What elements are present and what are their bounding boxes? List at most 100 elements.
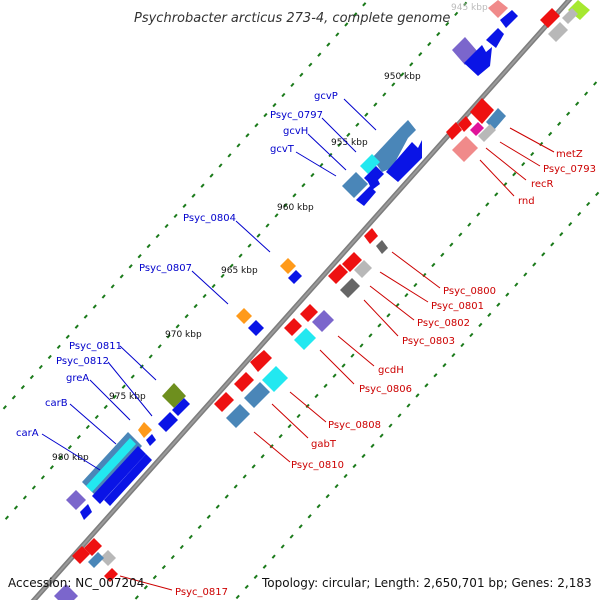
gene-rnd-2[interactable] <box>446 122 462 140</box>
label-metZ[interactable]: metZ <box>509 127 583 160</box>
gene-gcvT[interactable] <box>342 172 368 198</box>
tick-dot <box>49 465 54 470</box>
gene-gabT[interactable] <box>244 382 270 408</box>
label-recR[interactable]: recR <box>485 147 554 190</box>
gene-Psyc_0807-blue[interactable] <box>248 320 264 336</box>
gene-rnd[interactable] <box>452 136 478 162</box>
gene-bottom-purple[interactable] <box>54 584 78 600</box>
gene-carA[interactable] <box>66 490 86 510</box>
label-rnd[interactable]: rnd <box>479 159 535 207</box>
gene-greA[interactable] <box>138 422 152 438</box>
label-Psyc_0802[interactable]: Psyc_0802 <box>369 285 470 329</box>
gene-bottom-gray[interactable] <box>100 550 116 566</box>
tick-dot <box>130 374 135 379</box>
gene-Psyc_0806-red[interactable] <box>284 318 302 336</box>
gene-Psyc_0801[interactable] <box>354 260 372 278</box>
gene-bottom-red-1[interactable] <box>84 538 102 556</box>
label-Psyc_0808[interactable]: Psyc_0808 <box>289 391 381 431</box>
gene-carA-small[interactable] <box>80 504 92 520</box>
tick-dot <box>211 283 216 289</box>
gene-Psyc_0801-red[interactable] <box>342 252 362 272</box>
gene-Psyc_0793[interactable] <box>470 122 484 136</box>
gene-carA-blue[interactable] <box>92 446 146 504</box>
gene-carB-cyan[interactable] <box>86 438 136 492</box>
gene-carA-blue-2[interactable] <box>104 454 152 506</box>
label-Psyc_0793[interactable]: Psyc_0793 <box>499 141 596 175</box>
label-gcvT[interactable]: gcvT <box>270 144 337 177</box>
label-greA[interactable]: greA <box>66 373 131 421</box>
label-gcvH[interactable]: gcvH <box>283 126 347 171</box>
label-Psyc_0810[interactable]: Psyc_0810 <box>253 431 344 471</box>
label-gabT[interactable]: gabT <box>271 403 337 450</box>
gene-top-right-lime[interactable] <box>568 0 590 20</box>
gene-bottom-blue[interactable] <box>88 552 104 568</box>
gene-Psyc_0803[interactable] <box>340 278 360 298</box>
tick-dot <box>227 153 232 158</box>
gene-greA-blue[interactable] <box>146 434 156 446</box>
gene-Psyc_0804[interactable] <box>280 258 296 274</box>
label-Psyc_0803[interactable]: Psyc_0803 <box>363 299 455 347</box>
gene-Psyc_0810[interactable] <box>226 404 250 428</box>
tick-dot <box>280 544 285 549</box>
label-Psyc_0797[interactable]: Psyc_0797 <box>270 110 357 153</box>
gene-Psyc_0812[interactable] <box>158 412 178 432</box>
gene-Psyc_0797[interactable] <box>360 154 380 174</box>
gene-rnd-gray[interactable] <box>478 124 496 142</box>
gene-Psyc_0811[interactable] <box>162 383 186 408</box>
gene-Psyc_0817[interactable] <box>104 568 118 582</box>
label-gcvP[interactable]: gcvP <box>314 91 377 131</box>
tick-dot <box>319 162 324 168</box>
label-Psyc_0800[interactable]: Psyc_0800 <box>391 251 496 297</box>
gene-top-blue-1[interactable] <box>464 45 492 76</box>
gene-gcvH[interactable] <box>364 166 384 186</box>
gene-Psyc_0802[interactable] <box>328 264 348 284</box>
label-Psyc_0812[interactable]: Psyc_0812 <box>56 356 153 417</box>
gene-Psyc_0804-blue[interactable] <box>288 270 302 284</box>
gene-top-right-gray-2[interactable] <box>562 8 578 24</box>
tick-dot <box>460 342 465 348</box>
gene-top-blue-2[interactable] <box>486 28 504 48</box>
gene-Psyc_0807[interactable] <box>236 308 252 324</box>
label-carB[interactable]: carB <box>45 398 117 445</box>
gene-bottom-red-2[interactable] <box>72 546 90 564</box>
gene-gcdH-red[interactable] <box>300 304 318 322</box>
label-Psyc_0804[interactable]: Psyc_0804 <box>183 213 271 253</box>
tick-dot <box>112 394 117 399</box>
gene-top-right-red[interactable] <box>540 8 560 28</box>
tick-dot <box>577 211 582 217</box>
gene-top-salmon[interactable] <box>488 0 508 18</box>
gene-Psyc_0810-red[interactable] <box>214 392 234 412</box>
gene-gcvT-blue[interactable] <box>356 186 376 206</box>
tick-dot <box>2 405 7 410</box>
label-Psyc_0801[interactable]: Psyc_0801 <box>379 271 484 312</box>
tick-dot <box>146 243 151 249</box>
label-Psyc_0806[interactable]: Psyc_0806 <box>319 349 412 395</box>
label-gcdH[interactable]: gcdH <box>337 335 404 376</box>
label-Psyc_0811[interactable]: Psyc_0811 <box>69 341 157 381</box>
label-carA[interactable]: carA <box>16 428 101 471</box>
gene-top-blue-3[interactable] <box>500 10 518 28</box>
gene-Psyc_0808-red[interactable] <box>250 350 272 372</box>
tick-dot <box>487 312 492 317</box>
gene-gabT-red[interactable] <box>234 372 254 392</box>
tick-dot <box>161 565 166 570</box>
gene-gcvP-blue[interactable] <box>386 140 422 182</box>
tick-dot <box>94 414 99 420</box>
tick-dot <box>343 473 348 479</box>
gene-top-right-gray[interactable] <box>548 22 568 42</box>
label-Psyc_0817[interactable]: Psyc_0817 <box>119 575 228 598</box>
tick-dot <box>454 11 459 17</box>
gene-recR[interactable] <box>458 116 472 132</box>
gene-Psyc_0800[interactable] <box>376 240 388 254</box>
gene-Psyc_0806[interactable] <box>294 328 316 350</box>
gene-metZ-blue[interactable] <box>486 108 506 130</box>
label-Psyc_0807[interactable]: Psyc_0807 <box>139 263 229 305</box>
tick-dot <box>119 274 124 279</box>
gene-gcvP[interactable] <box>372 120 416 172</box>
gene-gcdH[interactable] <box>312 310 334 332</box>
gene-metZ[interactable] <box>470 98 494 124</box>
gene-small-blue-1[interactable] <box>368 176 380 190</box>
gene-Psyc_0808[interactable] <box>262 366 288 392</box>
gene-Psyc_0811-blue[interactable] <box>172 398 190 416</box>
gene-Psyc_0800-red[interactable] <box>364 228 378 244</box>
